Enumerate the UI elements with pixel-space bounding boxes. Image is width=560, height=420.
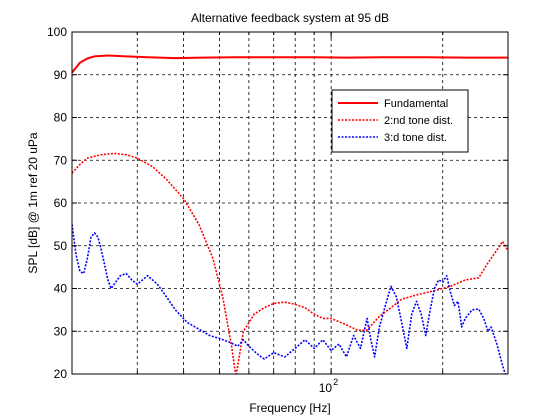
legend-label-1: Fundamental bbox=[384, 98, 448, 110]
series-line-1 bbox=[72, 54, 508, 74]
legend-label-3: 3:d tone dist. bbox=[384, 132, 447, 144]
y-tick-label: 80 bbox=[54, 111, 68, 125]
legend-label-2: 2:nd tone dist. bbox=[384, 115, 453, 127]
x-axis-label: Frequency [Hz] bbox=[249, 401, 330, 415]
y-tick-label: 20 bbox=[54, 367, 68, 381]
grid-lines bbox=[72, 32, 508, 374]
series-layer bbox=[72, 54, 508, 374]
y-tick-label: 50 bbox=[54, 239, 68, 253]
legend-box bbox=[331, 89, 469, 153]
y-tick-label: 30 bbox=[54, 324, 68, 338]
y-tick-label: 40 bbox=[54, 282, 68, 296]
legend: Fundamental 2:nd tone dist. 3:d tone dist. bbox=[331, 89, 469, 153]
y-axis-label: SPL [dB] @ 1m ref 20 uPa bbox=[26, 132, 40, 273]
y-tick-label: 90 bbox=[54, 68, 68, 82]
series-line-2 bbox=[72, 152, 508, 374]
x-tick-label-base: 10 bbox=[319, 381, 333, 395]
y-tick-label: 60 bbox=[54, 196, 68, 210]
x-tick-label-exponent: 2 bbox=[333, 377, 338, 387]
y-tick-label: 70 bbox=[54, 153, 68, 167]
axis-ticks: 20 30 40 50 60 70 80 90 100 10 2 bbox=[47, 25, 509, 395]
chart-title: Alternative feedback system at 95 dB bbox=[191, 11, 389, 25]
y-tick-label: 100 bbox=[47, 25, 67, 39]
